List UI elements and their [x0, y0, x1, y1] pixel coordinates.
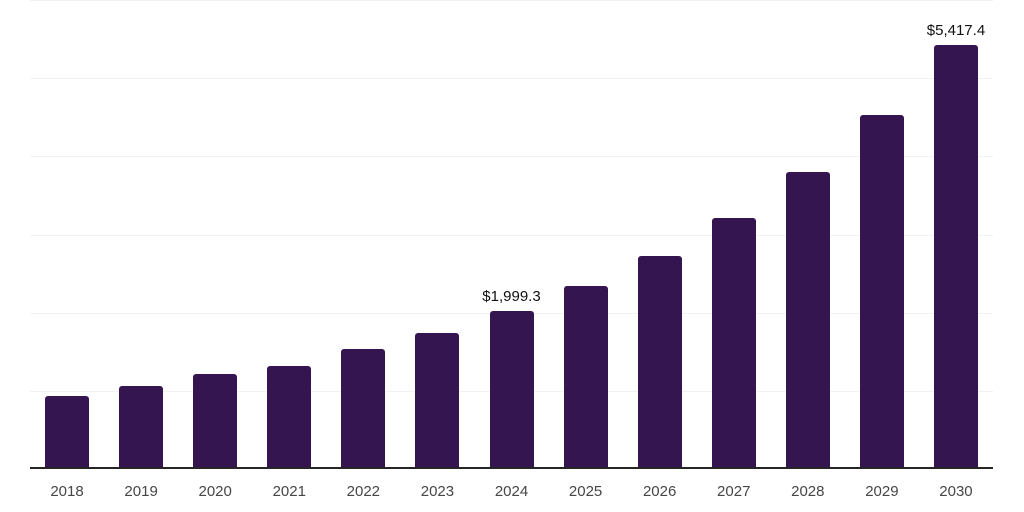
bar-2024 — [489, 311, 534, 467]
x-tick-2018: 2018 — [50, 483, 84, 500]
bar-slot-2022 — [326, 0, 400, 467]
bar-2027 — [711, 218, 756, 467]
bar-slot-2025 — [549, 0, 623, 467]
gridline-4000 — [30, 156, 993, 158]
bar-2026 — [637, 255, 682, 467]
x-tick-2022: 2022 — [346, 483, 381, 500]
x-tick-2025: 2025 — [568, 483, 603, 500]
x-tick-2029: 2029 — [865, 483, 899, 500]
x-tick-2030: 2030 — [939, 483, 973, 500]
bar-slot-2028 — [771, 0, 845, 467]
x-tick-2027: 2027 — [717, 483, 751, 500]
bar-slot-2030: $5,417.4 — [919, 0, 993, 467]
bar-slot-2026 — [623, 0, 697, 467]
plot-area: $1,999.3 $5,417.4 — [30, 0, 993, 469]
bar-slot-2029 — [845, 0, 919, 467]
gridline-6000 — [30, 0, 993, 1]
x-tick-2028: 2028 — [791, 483, 825, 500]
bar-2023 — [415, 333, 460, 467]
bar-2028 — [785, 172, 830, 467]
bar-slot-2021 — [252, 0, 326, 467]
x-axis-labels: 2018 2019 2020 2021 2022 2023 2024 2025 2026 2027… — [30, 483, 993, 501]
bar-2029 — [859, 115, 904, 467]
bar-2018 — [45, 395, 90, 467]
gridline-5000 — [30, 78, 993, 80]
bar-2022 — [341, 349, 386, 467]
x-tick-2019: 2019 — [124, 483, 158, 500]
bar-slot-2024: $1,999.3 — [474, 0, 548, 467]
bar-2030 — [933, 45, 978, 467]
bar-2019 — [119, 386, 164, 467]
x-tick-2024: 2024 — [494, 483, 529, 500]
x-tick-2021: 2021 — [272, 483, 306, 500]
x-tick-2023: 2023 — [420, 483, 455, 500]
bar-slot-2018 — [30, 0, 104, 467]
data-label-2024: $1,999.3 — [482, 288, 541, 306]
bar-2025 — [563, 286, 608, 467]
bar-slot-2020 — [178, 0, 252, 467]
x-tick-2020: 2020 — [198, 483, 232, 500]
bar-2021 — [267, 365, 312, 467]
bar-slot-2023 — [400, 0, 474, 467]
bars-container: $1,999.3 $5,417.4 — [30, 0, 993, 467]
x-tick-2026: 2026 — [642, 483, 677, 500]
bar-slot-2019 — [104, 0, 178, 467]
data-label-2030: $5,417.4 — [926, 22, 986, 40]
gridline-3000 — [30, 234, 993, 236]
bar-slot-2027 — [697, 0, 771, 467]
bar-2020 — [193, 373, 238, 467]
